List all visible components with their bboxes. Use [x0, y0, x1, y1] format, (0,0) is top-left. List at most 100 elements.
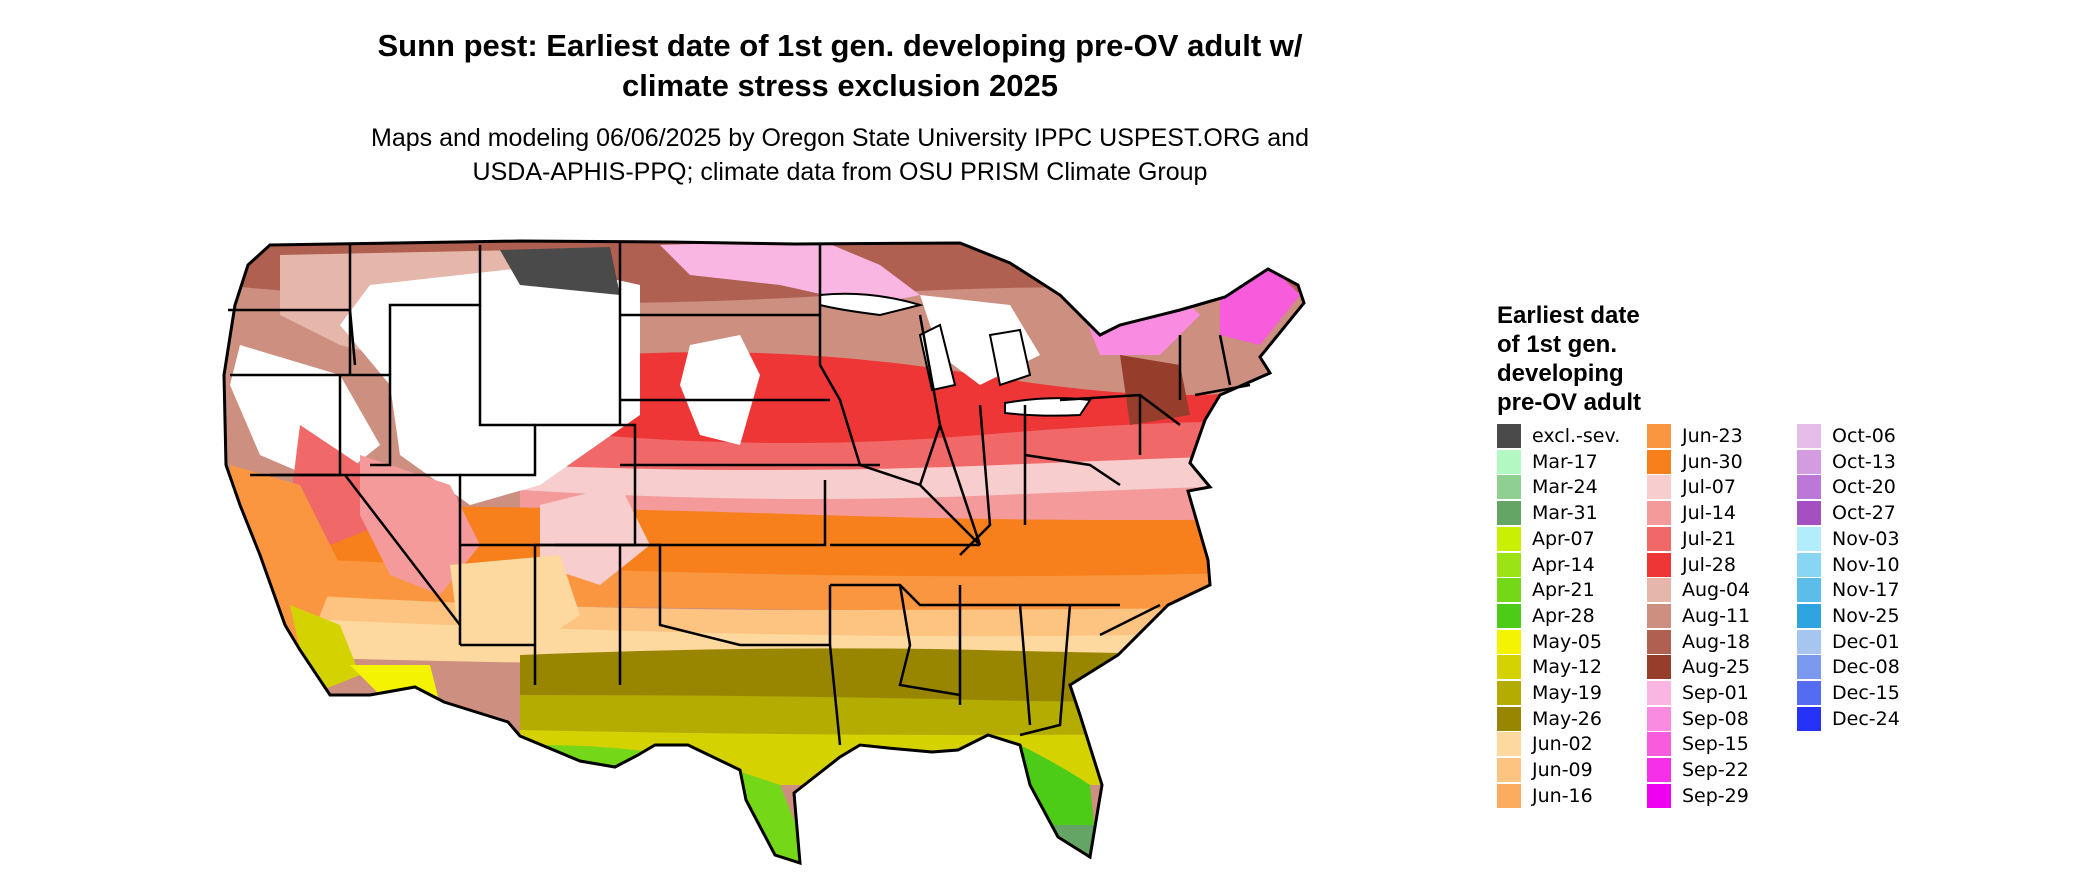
- legend-label: Jun-02: [1532, 733, 1593, 756]
- legend-label: Oct-27: [1832, 502, 1896, 525]
- legend-swatch: [1647, 475, 1671, 500]
- legend-swatch: [1497, 655, 1521, 680]
- legend-label: Oct-13: [1832, 450, 1896, 473]
- legend-swatch: [1797, 526, 1821, 551]
- legend-item: May-19: [1497, 681, 1602, 705]
- legend-swatch: [1497, 526, 1521, 551]
- legend-item: Nov-03: [1797, 526, 1900, 551]
- legend-swatch: [1797, 475, 1821, 500]
- legend-item: Aug-25: [1647, 655, 1750, 680]
- legend-label: Dec-24: [1832, 707, 1900, 730]
- legend-swatch: [1797, 681, 1821, 705]
- legend-item: Jul-28: [1647, 552, 1736, 577]
- legend-label: Sep-01: [1682, 682, 1749, 704]
- legend-swatch: [1647, 424, 1671, 448]
- legend-label: Aug-18: [1682, 630, 1751, 653]
- legend-label: May-26: [1532, 707, 1602, 730]
- legend-label: Jul-07: [1682, 476, 1736, 499]
- legend-swatch: [1497, 603, 1521, 628]
- legend-item: Jun-30: [1647, 449, 1743, 474]
- legend-item: Nov-25: [1797, 603, 1900, 628]
- map-title-line-2: climate stress exclusion 2025: [622, 68, 1058, 103]
- legend-label: Jun-09: [1532, 759, 1593, 782]
- legend-item: Dec-15: [1797, 681, 1900, 705]
- legend-label: May-05: [1532, 630, 1602, 653]
- legend-title-line: Earliest date: [1497, 302, 1640, 329]
- map-subtitle-line-2: USDA-APHIS-PPQ; climate data from OSU PR…: [472, 158, 1208, 186]
- legend-label: Apr-07: [1532, 527, 1595, 550]
- legend-label: Mar-24: [1532, 476, 1598, 499]
- legend: excl.-sev. Mar-17 Mar-24 Mar-31 Apr-07 Apr-14…: [1497, 424, 1900, 814]
- legend-swatch: [1497, 552, 1521, 577]
- legend-item: Aug-04: [1647, 578, 1751, 603]
- legend-label: Jun-16: [1532, 784, 1593, 807]
- legend-item: Jul-14: [1647, 501, 1736, 526]
- legend-swatch: [1497, 732, 1521, 757]
- legend-item: Oct-06: [1797, 424, 1896, 448]
- legend-swatch: [1647, 603, 1671, 628]
- legend-swatch: [1797, 629, 1821, 654]
- legend-item: Nov-17: [1797, 578, 1900, 603]
- legend-swatch: [1797, 501, 1821, 526]
- legend-swatch: [1497, 629, 1521, 654]
- legend-item: Apr-28: [1497, 603, 1595, 628]
- map-title-line-1: Sunn pest: Earliest date of 1st gen. dev…: [377, 28, 1303, 63]
- legend-swatch: [1797, 449, 1821, 474]
- legend-item: Sep-22: [1647, 758, 1749, 783]
- state-borders: [228, 242, 1251, 746]
- legend-item: Mar-24: [1497, 475, 1598, 500]
- legend-item: Oct-13: [1797, 449, 1896, 474]
- legend-item: Jun-16: [1497, 783, 1593, 808]
- legend-swatch: [1497, 501, 1521, 526]
- legend-swatch: [1647, 578, 1671, 603]
- legend-swatch: [1647, 783, 1671, 808]
- legend-label: excl.-sev.: [1532, 425, 1621, 447]
- legend-swatch: [1497, 758, 1521, 783]
- legend-item: Apr-21: [1497, 578, 1595, 603]
- legend-swatch: [1497, 449, 1521, 474]
- legend-title-line: pre-OV adult: [1497, 389, 1642, 416]
- legend-swatch: [1797, 578, 1821, 603]
- legend-label: Dec-01: [1832, 630, 1900, 653]
- legend-swatch: [1647, 501, 1671, 526]
- legend-item: Aug-18: [1647, 629, 1751, 654]
- legend-item: Jul-21: [1647, 526, 1736, 551]
- legend-item: excl.-sev.: [1497, 424, 1620, 448]
- us-phenology-map: [222, 239, 1306, 866]
- legend-label: Aug-11: [1682, 604, 1751, 627]
- legend-title: Earliest date of 1st gen. developing pre…: [1497, 301, 1641, 417]
- legend-label: Jun-30: [1682, 450, 1743, 473]
- legend-label: Jul-28: [1682, 553, 1736, 576]
- legend-item: Nov-10: [1797, 552, 1900, 577]
- legend-swatch: [1497, 681, 1521, 705]
- legend-swatch: [1647, 526, 1671, 551]
- great-lakes: [819, 292, 1092, 417]
- legend-item: Dec-08: [1797, 655, 1900, 680]
- legend-swatch: [1647, 758, 1671, 783]
- legend-swatch: [1647, 681, 1671, 705]
- legend-item: Sep-15: [1647, 732, 1749, 757]
- legend-label: May-19: [1532, 682, 1602, 704]
- legend-swatch: [1497, 783, 1521, 808]
- legend-swatch: [1797, 603, 1821, 628]
- legend-label: Jul-14: [1682, 502, 1736, 525]
- legend-swatch: [1647, 552, 1671, 577]
- legend-item: Jul-07: [1647, 475, 1736, 500]
- legend-label: Oct-06: [1832, 425, 1896, 447]
- legend-swatch: [1497, 578, 1521, 603]
- map-subtitle-line-1: Maps and modeling 06/06/2025 by Oregon S…: [371, 124, 1309, 152]
- legend-label: Dec-15: [1832, 682, 1900, 704]
- legend-title-line: developing: [1497, 360, 1624, 387]
- legend-label: Aug-04: [1682, 579, 1751, 602]
- legend-swatch: [1647, 706, 1671, 731]
- legend-label: Apr-14: [1532, 553, 1595, 576]
- legend-item: Mar-31: [1497, 501, 1598, 526]
- legend-item: Aug-11: [1647, 603, 1751, 628]
- legend-label: Dec-08: [1832, 656, 1900, 679]
- legend-swatch: [1647, 655, 1671, 680]
- legend-swatch: [1497, 475, 1521, 500]
- legend-item: May-05: [1497, 629, 1602, 654]
- legend-label: Jul-21: [1682, 527, 1736, 550]
- legend-label: Nov-17: [1832, 579, 1900, 602]
- legend-label: Mar-17: [1532, 450, 1598, 473]
